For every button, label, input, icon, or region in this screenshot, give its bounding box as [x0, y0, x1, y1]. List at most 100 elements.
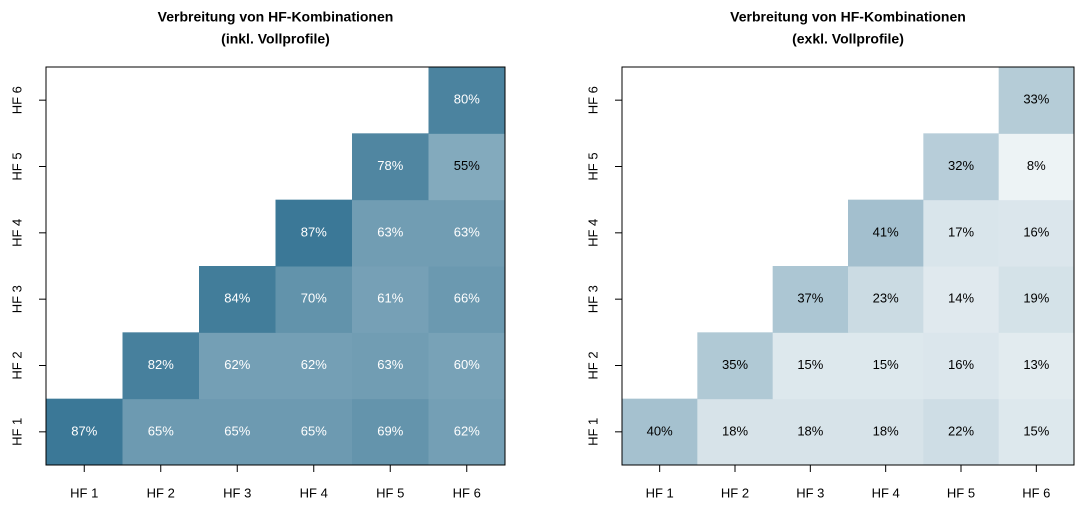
- heatmap-cell: [923, 398, 1000, 466]
- cell-label: 78%: [377, 158, 403, 173]
- heatmap-cell: [352, 199, 429, 267]
- heatmap-cell: [772, 266, 849, 333]
- cell-label: 16%: [1023, 224, 1049, 239]
- heatmap-cell: [998, 332, 1075, 400]
- x-tick-label: HF 2: [147, 485, 175, 500]
- cell-label: 55%: [454, 158, 480, 173]
- x-tick-label: HF 5: [376, 485, 404, 500]
- heatmap-cell: [998, 133, 1075, 201]
- cell-label: 23%: [873, 291, 899, 306]
- heatmap-cell: [428, 133, 506, 201]
- y-tick-label: HF 3: [585, 285, 600, 313]
- x-tick-label: HF 4: [872, 485, 900, 500]
- cell-label: 84%: [224, 291, 250, 306]
- x-tick-label: HF 6: [453, 485, 481, 500]
- heatmap-cell: [923, 199, 1000, 267]
- x-tick-label: HF 4: [300, 485, 328, 500]
- x-tick-label: HF 3: [223, 485, 251, 500]
- chart-subtitle: (inkl. Vollprofile): [221, 31, 330, 47]
- heatmap-cell: [352, 266, 429, 333]
- cell-label: 60%: [454, 357, 480, 372]
- heatmap-cell: [772, 398, 849, 466]
- cell-label: 63%: [377, 224, 403, 239]
- heatmap-cell: [275, 266, 353, 333]
- heatmap-cell: [848, 199, 924, 267]
- y-tick-label: HF 6: [585, 86, 600, 114]
- cell-label: 18%: [797, 423, 823, 438]
- chart-title: Verbreitung von HF-Kombinationen: [158, 9, 394, 25]
- cell-label: 63%: [454, 224, 480, 239]
- chart-title: Verbreitung von HF-Kombinationen: [730, 9, 966, 25]
- cell-label: 62%: [301, 357, 327, 372]
- heatmap-cell: [122, 332, 200, 400]
- cell-label: 66%: [454, 291, 480, 306]
- y-tick-label: HF 6: [9, 86, 24, 114]
- cell-label: 65%: [224, 423, 250, 438]
- heatmap-cell: [428, 199, 506, 267]
- cell-label: 17%: [948, 224, 974, 239]
- cell-label: 16%: [948, 357, 974, 372]
- y-tick-label: HF 2: [9, 351, 24, 379]
- heatmap-cell: [352, 398, 429, 466]
- heatmap-cell: [352, 133, 429, 201]
- cell-label: 13%: [1023, 357, 1049, 372]
- cell-label: 87%: [301, 224, 327, 239]
- heatmap-cell: [998, 398, 1075, 466]
- x-tick-label: HF 6: [1022, 485, 1050, 500]
- heatmap-cell: [428, 332, 506, 400]
- x-tick-label: HF 2: [721, 485, 749, 500]
- cell-label: 40%: [647, 423, 673, 438]
- heatmap-cell: [923, 266, 1000, 333]
- cell-label: 18%: [722, 423, 748, 438]
- cell-label: 37%: [797, 291, 823, 306]
- y-tick-label: HF 5: [9, 152, 24, 180]
- cell-label: 15%: [873, 357, 899, 372]
- y-tick-label: HF 1: [585, 418, 600, 446]
- cell-label: 18%: [873, 423, 899, 438]
- y-tick-label: HF 4: [585, 219, 600, 247]
- heatmap-cell: [848, 398, 924, 466]
- plot-border: [45, 66, 506, 466]
- cell-label: 14%: [948, 291, 974, 306]
- y-tick-label: HF 1: [9, 418, 24, 446]
- heatmap-cell: [428, 266, 506, 333]
- cell-label: 62%: [224, 357, 250, 372]
- heatmap-cell: [923, 332, 1000, 400]
- heatmap-cell: [46, 398, 123, 466]
- cell-label: 87%: [71, 423, 97, 438]
- cell-label: 65%: [148, 423, 174, 438]
- heatmap-cell: [622, 398, 698, 466]
- x-tick-label: HF 1: [646, 485, 674, 500]
- cell-label: 70%: [301, 291, 327, 306]
- heatmap-cell: [275, 199, 353, 267]
- heatmap-cell: [199, 266, 276, 333]
- y-tick-label: HF 5: [585, 152, 600, 180]
- heatmap-cell: [199, 332, 276, 400]
- y-tick-label: HF 3: [9, 285, 24, 313]
- heatmap-cell: [998, 266, 1075, 333]
- chart-subtitle: (exkl. Vollprofile): [792, 31, 904, 47]
- x-tick-label: HF 5: [947, 485, 975, 500]
- heatmap-cell: [275, 332, 353, 400]
- cell-label: 33%: [1023, 92, 1049, 107]
- heatmap-cell: [697, 398, 774, 466]
- x-tick-label: HF 3: [796, 485, 824, 500]
- cell-label: 69%: [377, 423, 403, 438]
- heatmap-cell: [428, 67, 506, 134]
- cell-label: 15%: [797, 357, 823, 372]
- heatmap-cell: [998, 67, 1075, 134]
- heatmap-cell: [352, 332, 429, 400]
- cell-label: 80%: [454, 92, 480, 107]
- cell-label: 32%: [948, 158, 974, 173]
- heatmap-cell: [998, 199, 1075, 267]
- heatmap-cell: [122, 398, 200, 466]
- x-tick-label: HF 1: [70, 485, 98, 500]
- cell-label: 8%: [1027, 158, 1046, 173]
- heatmap-cell: [848, 332, 924, 400]
- cell-label: 65%: [301, 423, 327, 438]
- cell-label: 41%: [873, 224, 899, 239]
- heatmap-cell: [772, 332, 849, 400]
- cell-label: 82%: [148, 357, 174, 372]
